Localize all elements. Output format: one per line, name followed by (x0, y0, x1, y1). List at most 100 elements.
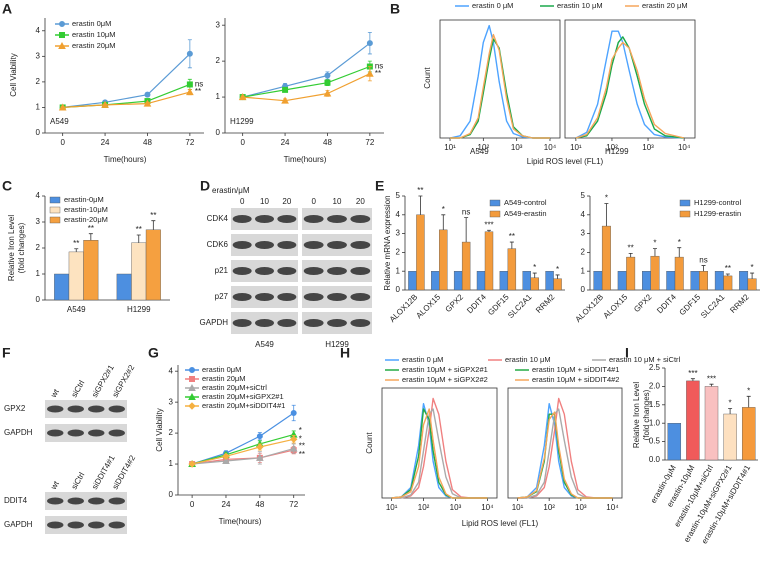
row-label: GAPDH (4, 520, 33, 529)
row-label: GPX2 (4, 404, 26, 413)
significance: ns (699, 256, 707, 265)
series-line (192, 449, 294, 465)
y-tick-label: 4 (396, 210, 401, 219)
significance: ** (628, 243, 634, 252)
lane-label: siCtrl (70, 379, 87, 399)
row-label: GAPDH (200, 318, 229, 327)
marker (188, 402, 196, 410)
y-tick-label: 0 (216, 128, 221, 137)
series-line (242, 73, 371, 102)
marker (289, 444, 298, 452)
significance: ** (299, 450, 305, 459)
panel-letter: E (375, 178, 384, 194)
bar (723, 275, 733, 291)
x-tick-label: ALOX15 (414, 292, 442, 320)
blot-band (47, 405, 64, 413)
panel-letter: I (625, 345, 629, 361)
error-bar (690, 378, 695, 381)
error-bar (725, 273, 730, 276)
x-tick-label: 24 (222, 500, 231, 509)
legend-swatch (49, 216, 61, 224)
error-bar (709, 383, 714, 387)
x-tick-label: SLC2A1 (699, 292, 727, 320)
x-tick-label: 10³ (642, 143, 654, 152)
row-label: DDIT4 (4, 496, 28, 505)
error-bar (487, 229, 491, 232)
marker (282, 86, 289, 93)
legend-label: erastin 10μM + siDDIT4#1 (532, 365, 619, 374)
blot-band (327, 293, 347, 301)
marker (222, 452, 230, 461)
x-tick-label: 48 (323, 138, 332, 147)
blot-strip (45, 516, 127, 534)
legend-label: erastin 10μM + siGPX2#2 (402, 375, 488, 384)
marker (281, 96, 289, 104)
series-line (450, 33, 550, 139)
row-label: CDK4 (207, 214, 229, 223)
x-tick-label: 0 (60, 138, 65, 147)
bar (545, 271, 554, 291)
bar (484, 231, 494, 291)
y-tick-label: 2 (169, 428, 174, 437)
y-tick-label: 4 (36, 191, 41, 200)
legend-label: erastin 10μM (72, 30, 116, 39)
x-tick-label: ALOX15 (602, 292, 630, 320)
blot-band (108, 429, 125, 437)
blot-band (88, 429, 105, 437)
x-tick-label: 10² (418, 503, 430, 512)
x-tick-label: A549 (67, 305, 86, 314)
series-line (391, 397, 488, 499)
marker (188, 383, 196, 391)
blot-band (303, 293, 324, 301)
marker (143, 99, 152, 107)
bar (416, 214, 425, 291)
legend-label: erastin 20μM+siGPX2#1 (202, 392, 284, 401)
y-tick-label: 0.5 (649, 437, 661, 446)
marker (188, 460, 196, 468)
y-axis-label: Count (365, 432, 374, 454)
significance: *** (484, 220, 493, 229)
blot-band (303, 241, 324, 249)
series-line (391, 408, 488, 499)
x-tick-label: DDIT4 (655, 292, 678, 315)
x-tick-label: RRM2 (534, 292, 557, 315)
lane-label: 10 (333, 197, 342, 206)
legend-label: erastin 10 μM (557, 1, 603, 10)
bar (601, 225, 611, 291)
lane-label: 0 (311, 197, 316, 206)
cell-label: H1299 (325, 340, 349, 349)
significance: ** (195, 87, 201, 96)
significance: * (605, 194, 608, 203)
blot-band (108, 405, 125, 413)
error-bar (151, 220, 156, 230)
bar (714, 271, 724, 291)
blot-band (303, 215, 324, 223)
panel-letter: C (2, 178, 12, 194)
y-tick-label: 1.5 (649, 400, 661, 409)
legend-label: H1299-control (694, 198, 741, 207)
significance: *** (707, 374, 716, 383)
series-line (191, 434, 294, 465)
bar (674, 256, 684, 291)
marker (256, 443, 264, 451)
plot-frame (564, 19, 696, 139)
legend-swatch (49, 196, 61, 204)
series-line (62, 91, 191, 108)
bar (68, 251, 84, 301)
x-tick-label: 0 (240, 138, 245, 147)
significance: * (751, 263, 754, 272)
blot-band (47, 521, 64, 529)
bar (54, 273, 70, 301)
y-tick-label: 0.0 (649, 455, 661, 464)
blot-band (88, 405, 105, 413)
blot-band (232, 293, 252, 301)
x-tick-label: SLC2A1 (506, 292, 534, 320)
blot-band (47, 497, 64, 505)
legend-label: erastin 20μM+siCtrl (202, 383, 267, 392)
significance: * (442, 205, 445, 214)
y-tick-label: 3 (169, 397, 174, 406)
row-label: p21 (215, 266, 229, 275)
x-tick-label: 10¹ (386, 503, 398, 512)
significance: ** (509, 232, 515, 241)
error-bar (628, 252, 633, 258)
